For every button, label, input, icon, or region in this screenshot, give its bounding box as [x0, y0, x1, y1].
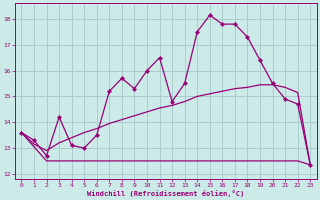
X-axis label: Windchill (Refroidissement éolien,°C): Windchill (Refroidissement éolien,°C)	[87, 190, 244, 197]
